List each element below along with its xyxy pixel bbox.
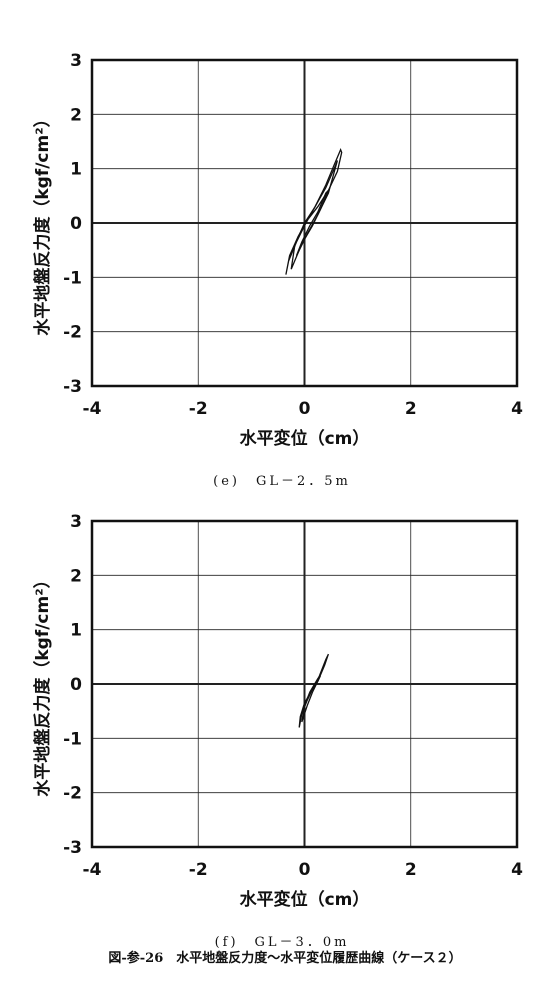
y-tick-label: 3: [70, 512, 82, 532]
x-tick-label: -2: [189, 399, 208, 419]
chart: -4 -2 0 2 4 -3 -2 -1 0 1 2 3 水平変位（cm） 水平地盤反力度（kgf/cm²…: [32, 51, 523, 489]
chart-title: (f) GL－3．0m: [215, 935, 350, 950]
x-tick-label: -4: [83, 860, 102, 880]
x-axis-label: 水平変位（cm）: [240, 889, 370, 910]
hysteresis-line: [301, 675, 321, 723]
y-tick-label: -2: [63, 323, 82, 343]
y-tick-label: 0: [70, 675, 82, 695]
x-tick-label: 0: [299, 399, 311, 419]
y-tick-label: -1: [63, 268, 82, 288]
plot-frame: [90, 58, 519, 388]
x-tick-label: 4: [511, 860, 523, 880]
x-axis-label: 水平変位（cm）: [240, 428, 370, 449]
x-tick-label: 2: [405, 860, 417, 880]
y-tick-label: -3: [63, 377, 82, 397]
y-axis-label: 水平地盤反力度（kgf/cm²）: [32, 110, 53, 335]
y-tick-label: -3: [63, 838, 82, 858]
figure-caption: 図-参-26 水平地盤反力度～水平変位履歴曲線（ケース２）: [108, 950, 461, 966]
y-tick-label: 1: [70, 621, 82, 641]
x-tick-label: 2: [405, 399, 417, 419]
y-tick-label: -1: [63, 729, 82, 749]
x-tick-label: 4: [511, 399, 523, 419]
y-tick-label: 3: [70, 51, 82, 71]
hysteresis-line: [295, 189, 329, 256]
y-tick-label: -2: [63, 784, 82, 804]
x-tick-label: 0: [299, 860, 311, 880]
chart-title: (e) GL－2．5m: [213, 474, 351, 489]
x-tick-label: -2: [189, 860, 208, 880]
y-tick-label: 1: [70, 160, 82, 180]
y-tick-label: 2: [70, 105, 82, 125]
y-tick-label: 2: [70, 566, 82, 586]
plot-frame: [90, 519, 519, 849]
x-tick-label: -4: [83, 399, 102, 419]
y-axis-label: 水平地盤反力度（kgf/cm²）: [32, 571, 53, 796]
chart: -4 -2 0 2 4 -3 -2 -1 0 1 2 3 水平変位（cm） 水平地盤反力度（kgf/cm²…: [32, 512, 523, 950]
y-tick-label: 0: [70, 214, 82, 234]
